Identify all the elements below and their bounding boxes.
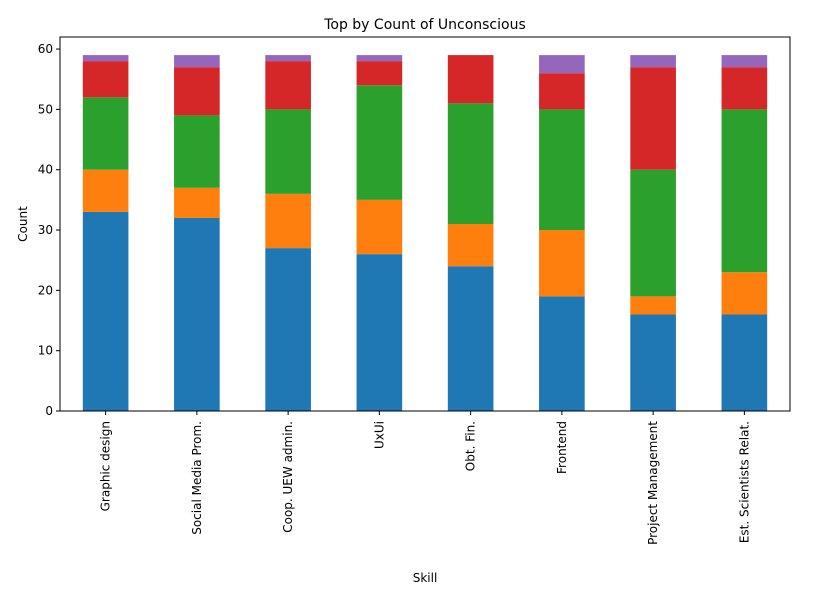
x-tick-label: Obt. Fin. — [464, 421, 478, 471]
y-tick-label: 30 — [38, 223, 53, 237]
bar-segment-8-1 — [721, 314, 768, 411]
x-tick-label: Social Media Prom. — [190, 421, 204, 535]
x-tick-label: Project Management — [646, 421, 660, 545]
y-tick-label: 10 — [38, 344, 53, 358]
bar-segment-1-5 — [82, 55, 129, 62]
y-tick-label: 40 — [38, 163, 53, 177]
x-tick-label: Graphic design — [99, 421, 113, 511]
plot-frame — [59, 36, 791, 412]
y-tick-label: 60 — [38, 42, 53, 56]
x-tick-label: Est. Scientists Relat. — [737, 421, 751, 543]
bar-segment-3-1 — [265, 248, 311, 411]
bar-segment-3-5 — [265, 55, 311, 62]
bar-segment-5-4 — [447, 55, 494, 104]
bar-segment-4-4 — [356, 61, 403, 86]
y-tick-label: 20 — [38, 283, 53, 297]
bar-segment-8-4 — [721, 67, 768, 110]
bar-segment-8-5 — [721, 55, 768, 68]
bar-segment-2-1 — [174, 217, 220, 411]
bar-segment-6-3 — [539, 109, 585, 231]
bar-segment-2-5 — [174, 55, 220, 68]
chart-title: Top by Count of Unconscious — [323, 17, 526, 33]
y-tick-label: 50 — [38, 102, 53, 116]
bar-segment-6-2 — [539, 230, 585, 297]
bar-segment-5-3 — [447, 103, 494, 224]
bar-segment-5-2 — [447, 224, 494, 267]
bar-segment-4-3 — [356, 85, 403, 200]
x-axis-label: Skill — [413, 571, 438, 585]
x-tick-label: UxUi — [372, 421, 386, 449]
bar-segment-7-1 — [630, 314, 676, 411]
bar-segment-6-1 — [539, 296, 585, 411]
bar-segment-8-3 — [721, 109, 768, 273]
bar-segment-7-3 — [630, 169, 676, 297]
y-axis-label: Count — [16, 206, 30, 242]
bar-segment-6-5 — [539, 55, 585, 74]
bar-segment-2-4 — [174, 67, 220, 116]
y-tick-label: 0 — [45, 404, 53, 418]
y-axis-ticks: 0 10 20 30 40 50 60 — [38, 42, 60, 418]
bar-segment-3-3 — [265, 109, 311, 194]
bar-segment-1-1 — [82, 211, 129, 411]
x-tick-label: Frontend — [555, 421, 569, 474]
bar-segment-7-4 — [630, 67, 676, 170]
bar-segment-2-3 — [174, 115, 220, 188]
bar-segment-1-2 — [82, 169, 129, 212]
bar-segment-3-4 — [265, 61, 311, 110]
bar-segment-4-5 — [356, 55, 403, 62]
bar-segment-5-1 — [447, 266, 494, 411]
bar-segment-7-5 — [630, 55, 676, 68]
bar-segment-6-4 — [539, 73, 585, 110]
bar-segment-4-1 — [356, 254, 403, 411]
bar-segment-8-2 — [721, 272, 768, 315]
x-tick-label: Coop. UEW admin. — [281, 421, 295, 533]
bar-segment-7-2 — [630, 296, 676, 315]
bar-segment-1-3 — [82, 97, 129, 170]
bar-segment-2-2 — [174, 187, 220, 218]
bar-segment-4-2 — [356, 199, 403, 255]
bar-segment-3-2 — [265, 193, 311, 249]
bar-segment-1-4 — [82, 61, 129, 98]
bars-group — [82, 55, 768, 411]
x-axis-ticks: Graphic design Social Media Prom. Coop. UE… — [99, 411, 751, 545]
